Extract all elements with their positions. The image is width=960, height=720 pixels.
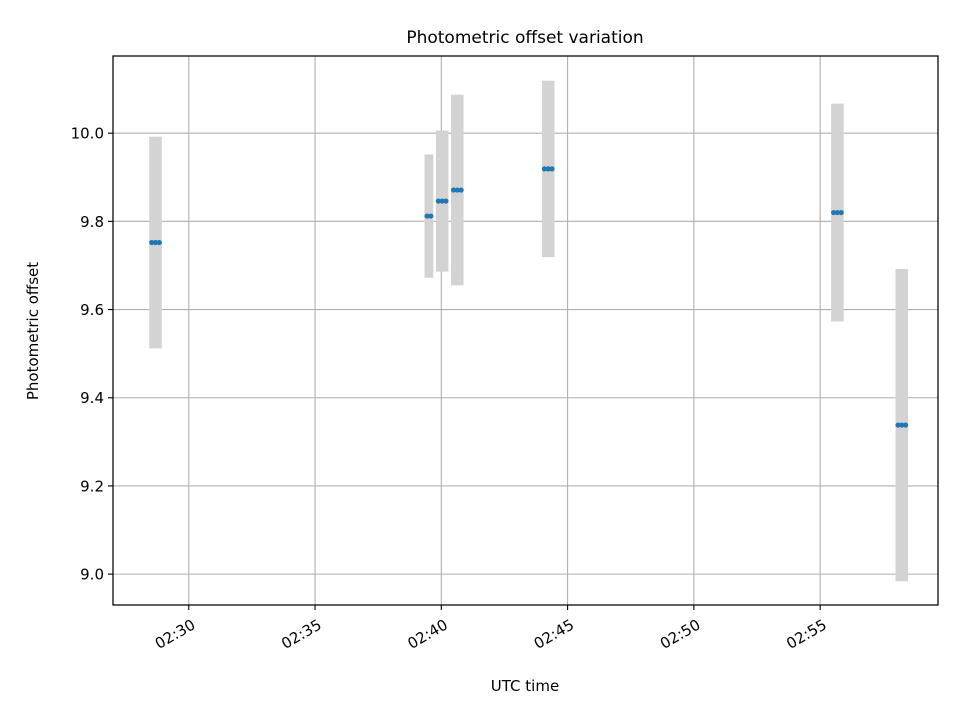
data-point: [895, 422, 901, 428]
data-point: [541, 166, 548, 172]
data-point: [149, 239, 155, 246]
chart-title: Photometric offset variation: [406, 28, 643, 48]
data-point: [899, 422, 905, 428]
y-tick-label: 9.8: [80, 213, 104, 231]
data-point: [450, 187, 457, 193]
y-tick-label: 9.4: [80, 389, 104, 407]
data-point: [152, 239, 159, 246]
data-point: [902, 422, 909, 428]
data-point: [458, 187, 464, 193]
data-point: [156, 239, 162, 246]
data-point: [545, 166, 551, 172]
data-point: [439, 198, 445, 204]
data-point: [831, 209, 837, 216]
data-point: [424, 213, 430, 219]
y-tick-label: 10.0: [71, 125, 104, 143]
data-points: [149, 166, 909, 428]
data-point: [454, 187, 460, 193]
y-tick-label: 9.6: [80, 301, 104, 319]
data-point: [435, 198, 441, 204]
data-point: [834, 209, 841, 216]
y-tick-label: 9.0: [80, 566, 104, 584]
data-point: [838, 209, 844, 216]
data-point: [428, 213, 434, 219]
x-axis-label: UTC time: [491, 677, 559, 695]
y-axis-label: Photometric offset: [24, 262, 42, 400]
data-point: [549, 166, 555, 172]
y-tick-label: 9.2: [80, 477, 104, 495]
plot-area-frame: [112, 55, 939, 606]
data-point: [443, 198, 449, 204]
